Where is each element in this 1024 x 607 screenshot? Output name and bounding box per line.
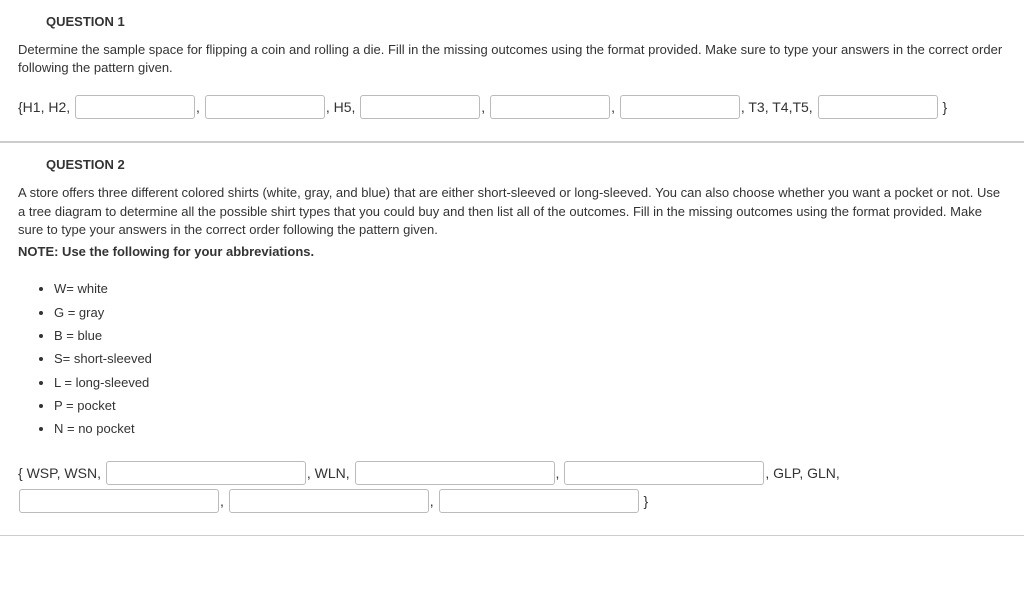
q2-blank-1-input[interactable] [106, 461, 306, 485]
question-1-answer-row: {H1, H2, , , H5, , , , T3, T4,T5, } [18, 93, 1006, 121]
q1-blank-6-input[interactable] [818, 95, 938, 119]
q2-comma-2: , [220, 493, 228, 509]
question-2-note: NOTE: Use the following for your abbrevi… [18, 243, 1006, 261]
question-2-header: QUESTION 2 [46, 157, 1006, 172]
question-2-body: A store offers three different colored s… [18, 184, 1006, 261]
q2-seg-open: { WSP, WSN, [18, 465, 105, 481]
q2-blank-6-input[interactable] [439, 489, 639, 513]
q1-seg-h5: , H5, [326, 99, 359, 115]
q2-comma-1: , [556, 465, 564, 481]
q1-blank-4-input[interactable] [490, 95, 610, 119]
abbrev-item: S= short-sleeved [54, 347, 1006, 370]
abbrev-item: B = blue [54, 324, 1006, 347]
abbrev-item: G = gray [54, 301, 1006, 324]
question-1-body: Determine the sample space for flipping … [18, 41, 1006, 77]
q1-blank-3-input[interactable] [360, 95, 480, 119]
divider-2 [0, 535, 1024, 536]
question-1-block: QUESTION 1 Determine the sample space fo… [0, 0, 1024, 141]
question-2-note-label: NOTE: Use the following for your abbrevi… [18, 244, 314, 259]
q2-blank-2-input[interactable] [355, 461, 555, 485]
q1-blank-2-input[interactable] [205, 95, 325, 119]
q1-seg-open: {H1, H2, [18, 99, 74, 115]
q1-comma-3: , [611, 99, 619, 115]
q2-blank-5-input[interactable] [229, 489, 429, 513]
q1-seg-t345: , T3, T4,T5, [741, 99, 817, 115]
abbrev-item: W= white [54, 277, 1006, 300]
q2-seg-glp: , GLP, GLN, [765, 465, 843, 481]
q2-seg-wln: , WLN, [307, 465, 354, 481]
abbreviation-list: W= white G = gray B = blue S= short-slee… [54, 277, 1006, 441]
question-2-block: QUESTION 2 A store offers three differen… [0, 142, 1024, 534]
abbrev-item: P = pocket [54, 394, 1006, 417]
q1-blank-5-input[interactable] [620, 95, 740, 119]
abbrev-item: N = no pocket [54, 417, 1006, 440]
question-2-body-text: A store offers three different colored s… [18, 185, 1000, 236]
q1-blank-1-input[interactable] [75, 95, 195, 119]
q2-blank-4-input[interactable] [19, 489, 219, 513]
q1-comma-1: , [196, 99, 204, 115]
q1-seg-close: } [939, 99, 948, 115]
q2-comma-3: , [430, 493, 438, 509]
abbrev-item: L = long-sleeved [54, 371, 1006, 394]
question-1-header: QUESTION 1 [46, 14, 1006, 29]
question-2-answer-row: { WSP, WSN, , WLN, , , GLP, GLN, , , } [18, 459, 1006, 515]
q1-comma-2: , [481, 99, 489, 115]
q2-seg-close: } [640, 493, 649, 509]
q2-blank-3-input[interactable] [564, 461, 764, 485]
